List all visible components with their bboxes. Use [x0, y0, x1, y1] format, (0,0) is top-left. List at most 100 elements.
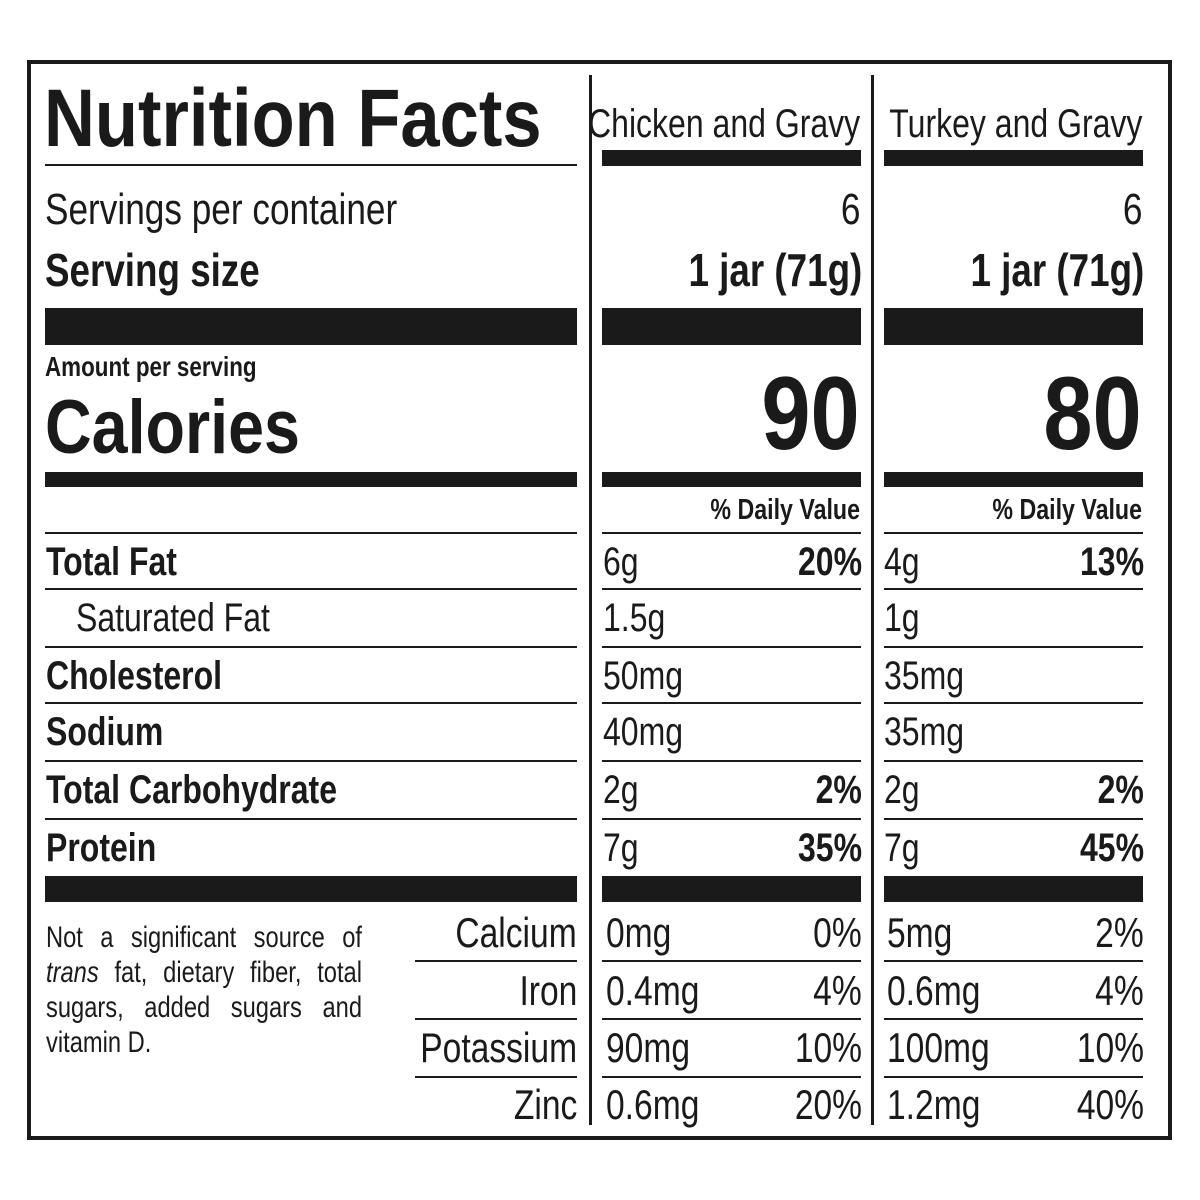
row-divider	[884, 760, 1143, 762]
nutrient-amount: 2g	[603, 768, 639, 812]
nutrient-amount: 40mg	[603, 710, 684, 754]
nutrient-dv: 2%	[815, 768, 862, 812]
nutrient-amount: 1g	[884, 596, 920, 640]
nutrient-amount: 2g	[884, 768, 920, 812]
row-divider	[884, 1076, 1143, 1078]
mineral-amount: 90mg	[606, 1024, 691, 1071]
row-divider	[45, 702, 577, 704]
row-divider	[602, 646, 861, 648]
row-divider	[602, 702, 861, 704]
row-divider	[602, 532, 861, 534]
row-divider	[602, 1018, 861, 1020]
mineral-dv: 10%	[1076, 1024, 1144, 1071]
medium-bar	[45, 472, 577, 487]
mineral-amount: 0.4mg	[606, 967, 700, 1014]
header-bar	[602, 150, 861, 166]
mineral-amount: 100mg	[887, 1024, 990, 1071]
mineral-amount: 0.6mg	[606, 1081, 700, 1128]
page-title: Nutrition Facts	[44, 73, 542, 164]
row-divider	[884, 646, 1143, 648]
nutrient-amount: 7g	[884, 826, 920, 870]
nutrient-dv: 35%	[797, 826, 862, 870]
row-divider	[884, 818, 1143, 820]
nutrient-label: Total Fat	[46, 540, 177, 584]
product-name: Chicken and Gravy	[587, 102, 860, 146]
footnote-text: Not a significant source of	[46, 921, 362, 954]
mineral-amount: 5mg	[887, 909, 953, 956]
row-divider	[45, 532, 577, 534]
nutrient-label: Protein	[46, 826, 157, 870]
nutrient-dv: 45%	[1079, 826, 1144, 870]
calories-value: 80	[1043, 356, 1142, 472]
row-divider	[884, 702, 1143, 704]
row-divider	[415, 960, 577, 962]
nutrient-dv: 13%	[1079, 540, 1144, 584]
mineral-amount: 0.6mg	[887, 967, 981, 1014]
daily-value-header: % Daily Value	[710, 494, 860, 526]
serving-size-value: 1 jar (71g)	[688, 244, 862, 296]
nutrient-amount: 6g	[603, 540, 639, 584]
mineral-dv: 4%	[1095, 967, 1144, 1014]
nutrient-label: Cholesterol	[46, 654, 223, 698]
row-divider	[45, 588, 577, 590]
nutrient-amount: 35mg	[884, 710, 965, 754]
calories-label: Calories	[45, 385, 300, 470]
row-divider	[45, 818, 577, 820]
mineral-label: Iron	[519, 967, 577, 1014]
mineral-dv: 40%	[1076, 1081, 1144, 1128]
row-divider	[45, 760, 577, 762]
nutrient-amount: 4g	[884, 540, 920, 584]
mineral-label: Potassium	[420, 1024, 577, 1071]
nutrient-label: Total Carbohydrate	[46, 768, 337, 812]
mineral-label: Zinc	[513, 1081, 577, 1128]
product-name: Turkey and Gravy	[888, 102, 1142, 146]
thick-bar	[45, 308, 577, 345]
medium-bar	[602, 876, 861, 902]
row-divider	[45, 646, 577, 648]
divider	[45, 164, 577, 166]
row-divider	[602, 588, 861, 590]
medium-bar	[884, 876, 1143, 902]
nutrient-label: Saturated Fat	[76, 596, 270, 640]
nutrient-amount: 7g	[603, 826, 639, 870]
mineral-dv: 4%	[813, 967, 862, 1014]
mineral-dv: 10%	[794, 1024, 862, 1071]
row-divider	[602, 818, 861, 820]
nutrient-amount: 1.5g	[603, 596, 666, 640]
row-divider	[884, 1018, 1143, 1020]
row-divider	[884, 532, 1143, 534]
serving-size-value: 1 jar (71g)	[970, 244, 1144, 296]
row-divider	[602, 1076, 861, 1078]
serving-size-label: Serving size	[45, 244, 260, 296]
servings-value: 6	[1122, 185, 1142, 234]
mineral-dv: 2%	[1095, 909, 1144, 956]
column-divider	[871, 75, 874, 1125]
row-divider	[415, 1018, 577, 1020]
footnote: Not a significant source of trans fat, d…	[46, 920, 362, 1060]
calories-value: 90	[761, 356, 860, 472]
row-divider	[602, 960, 861, 962]
label-border	[27, 60, 1172, 1140]
footnote-text-end: fat, dietary fiber, total sugars, added …	[46, 956, 362, 1059]
mineral-label: Calcium	[455, 909, 577, 956]
header-bar	[884, 150, 1143, 166]
row-divider	[884, 960, 1143, 962]
medium-bar	[45, 876, 577, 902]
amount-per-serving: Amount per serving	[45, 351, 257, 382]
medium-bar	[884, 472, 1143, 487]
daily-value-header: % Daily Value	[992, 494, 1142, 526]
footnote-italic: trans	[46, 956, 99, 989]
row-divider	[602, 760, 861, 762]
row-divider	[415, 1076, 577, 1078]
nutrient-label: Sodium	[46, 710, 164, 754]
nutrient-amount: 35mg	[884, 654, 965, 698]
servings-value: 6	[840, 185, 860, 234]
row-divider	[884, 588, 1143, 590]
mineral-dv: 0%	[813, 909, 862, 956]
mineral-dv: 20%	[794, 1081, 862, 1128]
mineral-amount: 0mg	[606, 909, 672, 956]
thick-bar	[884, 308, 1143, 345]
nutrient-dv: 20%	[797, 540, 862, 584]
mineral-amount: 1.2mg	[887, 1081, 981, 1128]
